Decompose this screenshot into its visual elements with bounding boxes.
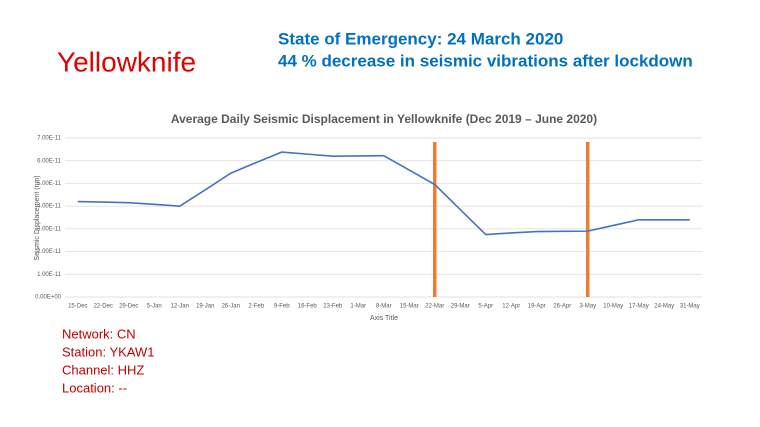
x-tick-label: 3-May: [579, 304, 596, 310]
x-tick-label: 31-May: [680, 304, 700, 310]
x-tick-label: 24-May: [654, 304, 674, 310]
x-tick-label: 15-Mar: [400, 304, 419, 310]
slide-title: Yellowknife: [57, 46, 196, 77]
x-tick-label: 23-Feb: [323, 304, 343, 310]
y-tick-label: 0.00E+00: [35, 295, 62, 301]
x-tick-label: 8-Mar: [376, 304, 392, 310]
chart-title: Average Daily Seismic Displacement in Ye…: [171, 112, 597, 126]
x-tick-label: 2-Feb: [248, 304, 264, 310]
x-tick-label: 29-Dec: [119, 304, 138, 310]
x-tick-label: 12-Apr: [502, 304, 520, 310]
info-line: Station: YKAW1: [62, 344, 155, 359]
y-tick-label: 3.00E-11: [37, 226, 62, 232]
headline: 44 % decrease in seismic vibrations afte…: [278, 51, 693, 70]
x-tick-label: 17-May: [629, 304, 649, 310]
y-tick-label: 7.00E-11: [37, 136, 62, 142]
x-tick-label: 29-Mar: [451, 304, 470, 310]
x-tick-label: 26-Jan: [222, 304, 240, 310]
x-tick-label: 10-May: [603, 304, 623, 310]
x-tick-label: 26-Apr: [553, 304, 571, 310]
x-tick-label: 1-Mar: [350, 304, 366, 310]
x-tick-label: 22-Dec: [94, 304, 113, 310]
y-axis-title: Seismic Displacement (nm): [34, 175, 41, 260]
x-tick-label: 5-Jan: [147, 304, 162, 310]
x-tick-label: 19-Apr: [528, 304, 546, 310]
y-tick-label: 1.00E-11: [37, 272, 62, 278]
x-tick-label: 15-Dec: [68, 304, 87, 310]
info-line: Channel: HHZ: [62, 362, 144, 377]
y-tick-label: 5.00E-11: [37, 181, 62, 187]
info-line: Location: --: [62, 380, 127, 395]
y-tick-label: 4.00E-11: [37, 204, 62, 210]
headline: State of Emergency: 24 March 2020: [278, 29, 563, 48]
x-axis-title: Axis Title: [370, 315, 398, 322]
x-tick-label: 12-Jan: [171, 304, 189, 310]
x-tick-label: 5-Apr: [478, 304, 493, 310]
x-tick-label: 9-Feb: [274, 304, 290, 310]
data-line: [77, 151, 690, 236]
info-line: Network: CN: [62, 326, 136, 341]
y-tick-label: 6.00E-11: [37, 158, 62, 164]
x-tick-label: 22-Mar: [425, 304, 444, 310]
y-tick-label: 2.00E-11: [37, 249, 62, 255]
x-tick-label: 16-Feb: [298, 304, 318, 310]
x-tick-label: 19-Jan: [196, 304, 214, 310]
